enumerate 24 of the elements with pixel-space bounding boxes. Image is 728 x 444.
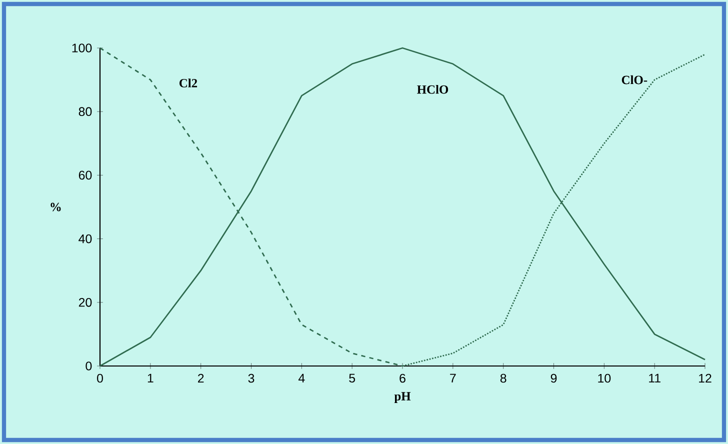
series-label: ClO-	[622, 75, 648, 84]
x-tick-label: 5	[349, 374, 356, 383]
series-label: HClO	[417, 84, 448, 94]
y-tick-label: 20	[78, 298, 92, 307]
y-tick-label: 80	[78, 107, 92, 116]
y-tick-label: 60	[78, 170, 92, 180]
x-tick-label: 8	[500, 374, 506, 383]
x-tick-label: 9	[550, 374, 557, 383]
x-axis-title: pH	[394, 392, 411, 403]
x-tick-label: 12	[699, 374, 712, 383]
y-tick-label: 100	[72, 44, 92, 52]
x-tick-label: 3	[248, 374, 254, 383]
x-tick-label: 10	[598, 374, 611, 383]
y-tick-label: 0	[86, 362, 92, 370]
series-label: Cl2	[180, 78, 198, 88]
x-tick-label: 1	[148, 374, 154, 382]
y-tick-label: 40	[78, 234, 92, 244]
x-tick-label: 11	[649, 374, 660, 382]
x-tick-label: 4	[298, 374, 305, 382]
x-tick-label: 0	[97, 374, 103, 383]
x-tick-label: 2	[198, 374, 204, 383]
x-tick-label: 6	[400, 374, 406, 383]
y-axis-title: %	[50, 202, 61, 212]
x-tick-label: 7	[450, 374, 456, 382]
